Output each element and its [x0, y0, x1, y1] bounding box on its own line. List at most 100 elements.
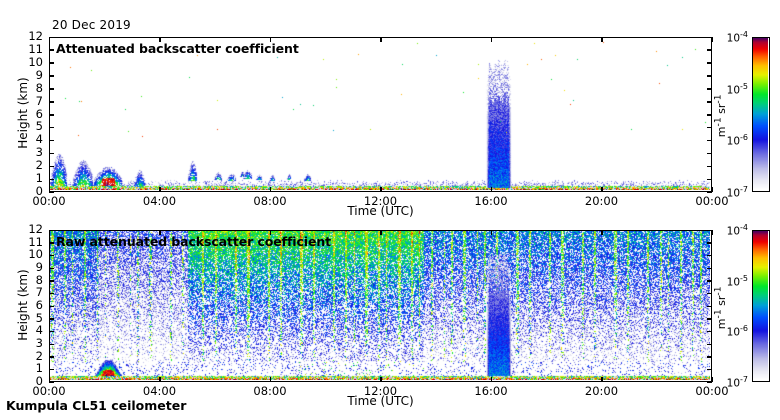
y-tick-mark: [49, 356, 54, 358]
y-tick-label: 11: [28, 234, 43, 249]
x-tick-label: 12:00: [363, 384, 398, 398]
x-tick-mark-top: [601, 37, 603, 42]
x-tick-mark: [711, 377, 713, 382]
y-tick-mark-right: [707, 178, 712, 181]
y-tick-mark: [49, 343, 54, 345]
y-tick-mark-right: [707, 191, 712, 193]
x-tick-mark-top: [711, 230, 713, 235]
y-tick-label: 2: [35, 348, 43, 363]
x-tick-mark-top: [269, 37, 271, 42]
x-tick-label: 00:00: [695, 194, 729, 208]
y-tick-mark: [49, 114, 54, 116]
x-tick-mark-top: [601, 230, 603, 235]
y-tick-label: 11: [28, 41, 43, 56]
date-label: 20 Dec 2019: [52, 18, 131, 32]
x-tick-mark-top: [159, 230, 161, 235]
y-tick-mark-right: [707, 356, 712, 358]
x-tick-label: 08:00: [253, 384, 287, 398]
x-tick-label: 16:00: [474, 384, 508, 398]
x-tick-mark-top: [490, 37, 492, 42]
x-tick-mark: [269, 187, 271, 192]
y-tick-mark: [49, 229, 54, 231]
y-tick-mark: [49, 267, 54, 269]
x-tick-mark-top: [711, 37, 713, 42]
y-tick-mark-right: [707, 330, 712, 333]
y-tick-mark-right: [707, 126, 712, 129]
x-tick-label: 04:00: [142, 194, 177, 208]
y-tick-mark: [49, 254, 54, 257]
panel-title-bottom: Raw attenuated backscatter coefficient: [56, 234, 332, 249]
x-tick-mark: [490, 377, 492, 382]
colorbar-gradient-top: [753, 38, 768, 190]
y-tick-mark-right: [707, 305, 712, 307]
y-tick-mark-right: [707, 292, 712, 295]
y-tick-label: 6: [35, 298, 43, 312]
y-tick-label: 8: [35, 272, 43, 287]
y-tick-mark: [49, 139, 54, 142]
y-tick-mark: [49, 305, 54, 307]
y-tick-mark-right: [707, 381, 712, 383]
x-tick-mark: [269, 377, 271, 382]
x-tick-mark-top: [490, 230, 492, 235]
x-tick-mark: [48, 377, 50, 382]
y-tick-mark-right: [707, 139, 712, 142]
y-tick-label: 5: [35, 119, 43, 134]
plot-panel-attenuated-backscatter: [49, 37, 712, 192]
y-tick-mark-right: [707, 343, 712, 345]
x-tick-mark-top: [380, 37, 382, 42]
y-tick-label: 3: [35, 336, 43, 350]
x-axis-label-top: Time (UTC): [347, 204, 414, 218]
y-tick-mark: [49, 165, 54, 168]
y-tick-mark-right: [707, 62, 712, 64]
y-tick-label: 6: [35, 106, 43, 121]
x-tick-mark: [159, 377, 161, 382]
y-tick-mark-right: [707, 368, 712, 371]
y-tick-label: 12: [28, 29, 43, 43]
x-tick-mark: [380, 377, 382, 382]
x-tick-mark: [159, 187, 161, 192]
colorbar-tick-label: 10-6: [726, 133, 748, 148]
x-tick-label: 16:00: [474, 194, 508, 208]
x-axis-label-bottom: Time (UTC): [347, 394, 414, 408]
x-tick-mark: [711, 187, 713, 192]
y-tick-mark: [49, 36, 54, 38]
y-tick-label: 3: [35, 145, 43, 160]
y-tick-mark: [49, 330, 54, 333]
colorbar-tick-label: 10-7: [726, 185, 748, 200]
y-tick-label: 4: [35, 132, 43, 147]
y-tick-label: 7: [35, 93, 43, 108]
y-tick-mark: [49, 126, 54, 129]
y-tick-label: 2: [35, 158, 43, 173]
y-tick-label: 8: [35, 80, 43, 95]
x-tick-label: 00:00: [32, 384, 66, 398]
figure-caption: Kumpula CL51 ceilometer: [6, 398, 187, 413]
y-tick-mark: [49, 381, 54, 383]
colorbar-bottom: [752, 230, 770, 382]
heatmap-canvas-bottom: [50, 231, 710, 380]
x-tick-mark: [48, 187, 50, 192]
x-tick-mark-top: [48, 37, 50, 42]
y-tick-label: 10: [28, 54, 43, 69]
x-tick-label: 00:00: [695, 384, 729, 398]
y-tick-label: 7: [35, 285, 43, 300]
y-tick-label: 12: [28, 222, 43, 236]
plot-panel-raw-attenuated-backscatter: [49, 230, 712, 382]
y-tick-mark-right: [707, 88, 712, 90]
y-tick-mark: [49, 152, 54, 155]
colorbar-unit-text-top: m-1 sr-1: [712, 94, 728, 138]
y-tick-label: 9: [35, 260, 43, 274]
y-tick-mark: [49, 191, 54, 193]
y-tick-mark-right: [707, 229, 712, 231]
x-tick-label: 20:00: [584, 384, 619, 398]
y-tick-label: 4: [35, 323, 43, 338]
y-tick-mark-right: [707, 114, 712, 116]
x-tick-mark-top: [269, 230, 271, 235]
y-tick-mark: [49, 318, 54, 320]
y-tick-mark-right: [707, 75, 712, 77]
x-tick-label: 04:00: [142, 384, 177, 398]
y-tick-mark: [49, 88, 54, 90]
y-tick-mark-right: [707, 36, 712, 38]
x-tick-mark: [490, 187, 492, 192]
x-tick-label: 00:00: [32, 194, 66, 208]
colorbar-tick-label: 10-5: [726, 81, 748, 97]
